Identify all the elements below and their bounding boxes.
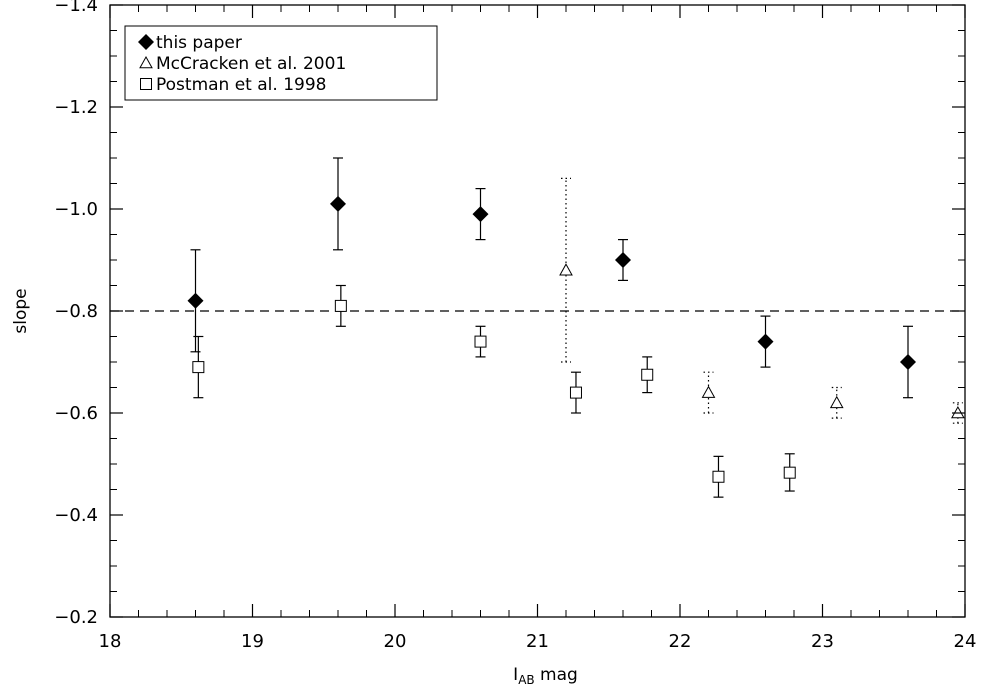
x-axis-label-main: I bbox=[513, 665, 518, 685]
legend-label-mccracken-et-al-2001: McCracken et al. 2001 bbox=[156, 54, 346, 74]
x-tick-label: 19 bbox=[241, 631, 264, 652]
x-tick-label: 21 bbox=[526, 631, 549, 652]
marker-layer bbox=[187, 195, 965, 483]
y-tick-label: −0.2 bbox=[54, 607, 98, 628]
y-tick-label: −0.8 bbox=[54, 301, 98, 322]
postman-et-al-1998-point bbox=[569, 386, 582, 399]
x-axis-label-subscript: AB bbox=[518, 673, 534, 687]
x-axis-label: IAB mag bbox=[513, 665, 578, 687]
postman-et-al-1998-point bbox=[641, 368, 654, 381]
x-tick-label: 20 bbox=[384, 631, 407, 652]
postman-et-al-1998-point bbox=[474, 335, 487, 348]
postman-et-al-1998-point bbox=[334, 299, 347, 312]
y-tick-label: −1.0 bbox=[54, 199, 98, 220]
y-axis-label: slope bbox=[11, 288, 31, 333]
y-tick-label: −0.4 bbox=[54, 505, 98, 526]
errorbar-layer bbox=[190, 157, 963, 498]
legend-label-postman-et-al-1998: Postman et al. 1998 bbox=[156, 75, 326, 95]
postman-et-al-1998-point bbox=[783, 466, 796, 479]
x-tick-label: 18 bbox=[99, 631, 122, 652]
legend-box bbox=[124, 25, 438, 101]
this-paper-point bbox=[187, 292, 204, 309]
tick-layer bbox=[109, 4, 966, 618]
mccracken-et-al-2001-point bbox=[559, 263, 573, 276]
y-tick-label: −1.2 bbox=[54, 97, 98, 118]
legend-marker-this-paper bbox=[138, 34, 154, 50]
legend-marker-mccracken-et-al-2001 bbox=[139, 55, 153, 69]
x-axis-label-unit: mag bbox=[535, 665, 578, 685]
y-tick-label: −1.4 bbox=[54, 0, 98, 16]
legend-label-this-paper: this paper bbox=[156, 33, 242, 53]
this-paper-point bbox=[330, 195, 346, 212]
x-tick-label: 24 bbox=[954, 631, 977, 652]
mccracken-et-al-2001-point bbox=[701, 385, 716, 398]
this-paper-point bbox=[615, 252, 631, 268]
postman-et-al-1998-point bbox=[192, 361, 205, 374]
x-tick-label: 23 bbox=[811, 631, 834, 652]
this-paper-point bbox=[757, 333, 774, 350]
legend-marker-postman-et-al-1998 bbox=[140, 78, 152, 90]
this-paper-point bbox=[472, 206, 489, 223]
postman-et-al-1998-point bbox=[712, 470, 725, 483]
tick-label-layer: 18 19 20 21 22 23 24 −1.4 −1.2 −1.0 −0.8 −0.6 −0.4 −0… bbox=[54, 0, 976, 652]
x-tick-label: 22 bbox=[669, 631, 692, 652]
this-paper-point bbox=[900, 354, 916, 370]
mccracken-et-al-2001-point bbox=[829, 395, 844, 409]
y-tick-label: −0.6 bbox=[54, 403, 98, 424]
